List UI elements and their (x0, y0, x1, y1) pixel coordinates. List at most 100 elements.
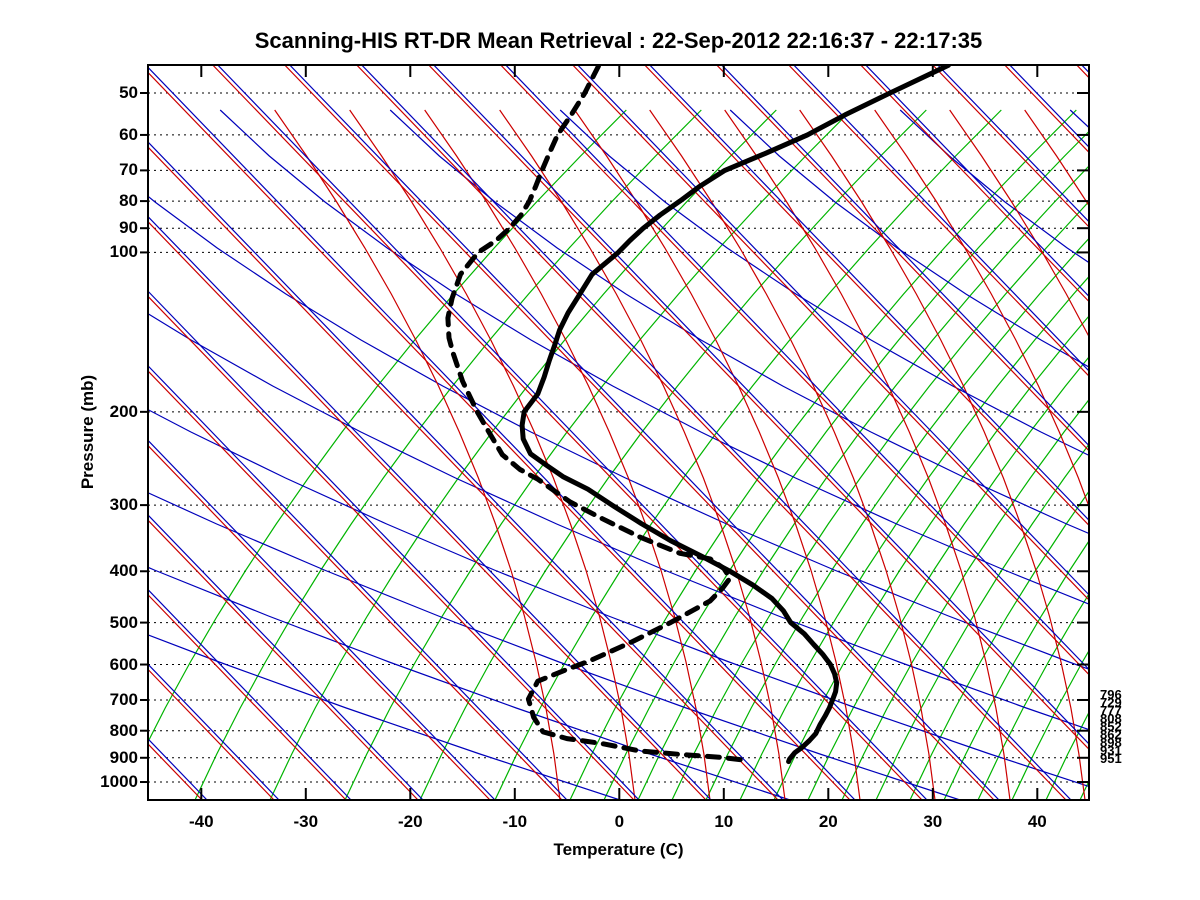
y-tick-label: 900 (109, 747, 138, 767)
y-axis-title: Pressure (mb) (78, 374, 97, 490)
green-isopleth (419, 109, 927, 800)
red-isopleth (949, 109, 1089, 338)
blue-isopleth (148, 514, 424, 800)
x-tick-label: 0 (614, 812, 625, 831)
blue-isopleth (0, 65, 63, 800)
green-isopleth (1079, 779, 1089, 800)
blue-isopleth (899, 109, 1089, 264)
red-isopleth (148, 220, 707, 800)
green-isopleth (773, 315, 1089, 800)
red-isopleth (148, 146, 779, 800)
blue-isopleth (148, 66, 856, 800)
y-tick-label: 90 (119, 218, 138, 238)
blue-isopleth (148, 364, 568, 800)
y-tick-label: 1000 (100, 772, 138, 792)
x-tick-label: 30 (923, 812, 943, 831)
blue-isopleth (148, 195, 1089, 670)
y-tick-label: 800 (109, 720, 138, 740)
red-isopleth (148, 593, 347, 800)
green-isopleth (637, 165, 1089, 800)
x-tick-label: 40 (1027, 812, 1047, 831)
red-isopleth (148, 444, 491, 800)
red-isopleth (148, 71, 851, 800)
green-isopleth (705, 237, 1089, 800)
blue-isopleth (649, 65, 1089, 522)
blue-isopleth (148, 566, 791, 800)
red-isopleth (0, 65, 58, 800)
red-isopleth (148, 295, 635, 800)
red-isopleth (1175, 110, 1200, 800)
dewpoint-profile-line (445, 65, 749, 763)
x-tick-label: -40 (189, 812, 214, 831)
y-tick-label: 50 (119, 83, 138, 102)
red-isopleth (716, 65, 1089, 452)
blue-isopleth (361, 65, 1072, 800)
green-isopleth (739, 275, 1089, 800)
green-isopleth (1011, 649, 1089, 800)
y-tick-label: 100 (109, 242, 138, 262)
blue-isopleth (148, 290, 640, 800)
blue-isopleth (148, 492, 961, 800)
blue-isopleth (505, 65, 1089, 671)
pressure-level-label: 808 (1100, 711, 1122, 726)
red-isopleth (349, 109, 636, 800)
blue-isopleth (729, 109, 1089, 368)
blue-isopleth (148, 588, 352, 800)
x-tick-label: 20 (818, 812, 838, 831)
red-isopleth (874, 109, 1089, 509)
y-tick-label: 200 (109, 401, 138, 421)
red-isopleth (499, 109, 786, 800)
blue-isopleth (865, 65, 1089, 298)
green-isopleth (943, 539, 1089, 800)
red-isopleth (274, 109, 561, 800)
red-isopleth (148, 519, 419, 800)
x-tick-label: -20 (398, 812, 423, 831)
red-isopleth (284, 65, 995, 800)
pressure-level-label: 931 (1100, 743, 1122, 758)
green-isopleth (603, 130, 1089, 800)
plot-area (0, 65, 1200, 800)
red-isopleth (572, 65, 1089, 601)
blue-isopleth (217, 65, 928, 800)
red-isopleth (649, 109, 936, 800)
red-isopleth (860, 65, 1089, 303)
red-isopleth (148, 668, 275, 800)
red-isopleth (424, 109, 711, 800)
pressure-level-label: 729 (1100, 695, 1122, 710)
x-tick-label: -10 (502, 812, 528, 831)
green-isopleth (569, 109, 1077, 800)
blue-isopleth (148, 663, 280, 800)
green-isopleth (841, 398, 1089, 800)
pressure-level-label: 898 (1100, 735, 1122, 750)
blue-isopleth (937, 65, 1089, 223)
red-isopleth (932, 65, 1089, 228)
pressure-level-label: 852 (1100, 719, 1122, 734)
red-isopleth (148, 370, 563, 800)
pressure-level-label: 862 (1100, 727, 1122, 742)
chart-title: Scanning-HIS RT-DR Mean Retrieval : 22-S… (254, 28, 983, 53)
green-isopleth (977, 592, 1089, 800)
y-tick-label: 70 (119, 160, 138, 180)
x-tick-label: 10 (714, 812, 734, 831)
blue-isopleth (793, 65, 1089, 372)
blue-isopleth (721, 65, 1089, 447)
red-isopleth (724, 109, 1011, 800)
pressure-level-label: 951 (1100, 751, 1122, 766)
red-isopleth (1076, 65, 1089, 79)
red-isopleth (500, 65, 1089, 676)
green-isopleth (269, 109, 777, 800)
blue-isopleth (148, 215, 712, 800)
green-isopleth (875, 443, 1089, 800)
blue-isopleth (148, 634, 621, 800)
blue-isopleth (389, 109, 1089, 535)
blue-isopleth (148, 312, 1089, 731)
pressure-level-label: 796 (1100, 687, 1122, 702)
pressure-level-label: 777 (1100, 703, 1122, 718)
red-isopleth (212, 65, 923, 800)
y-tick-label: 60 (119, 124, 138, 144)
blue-isopleth (433, 65, 1089, 745)
blue-isopleth (148, 439, 496, 800)
blue-isopleth (289, 65, 1000, 800)
